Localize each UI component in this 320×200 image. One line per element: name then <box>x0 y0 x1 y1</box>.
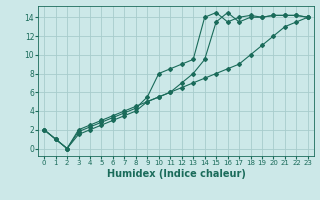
X-axis label: Humidex (Indice chaleur): Humidex (Indice chaleur) <box>107 169 245 179</box>
